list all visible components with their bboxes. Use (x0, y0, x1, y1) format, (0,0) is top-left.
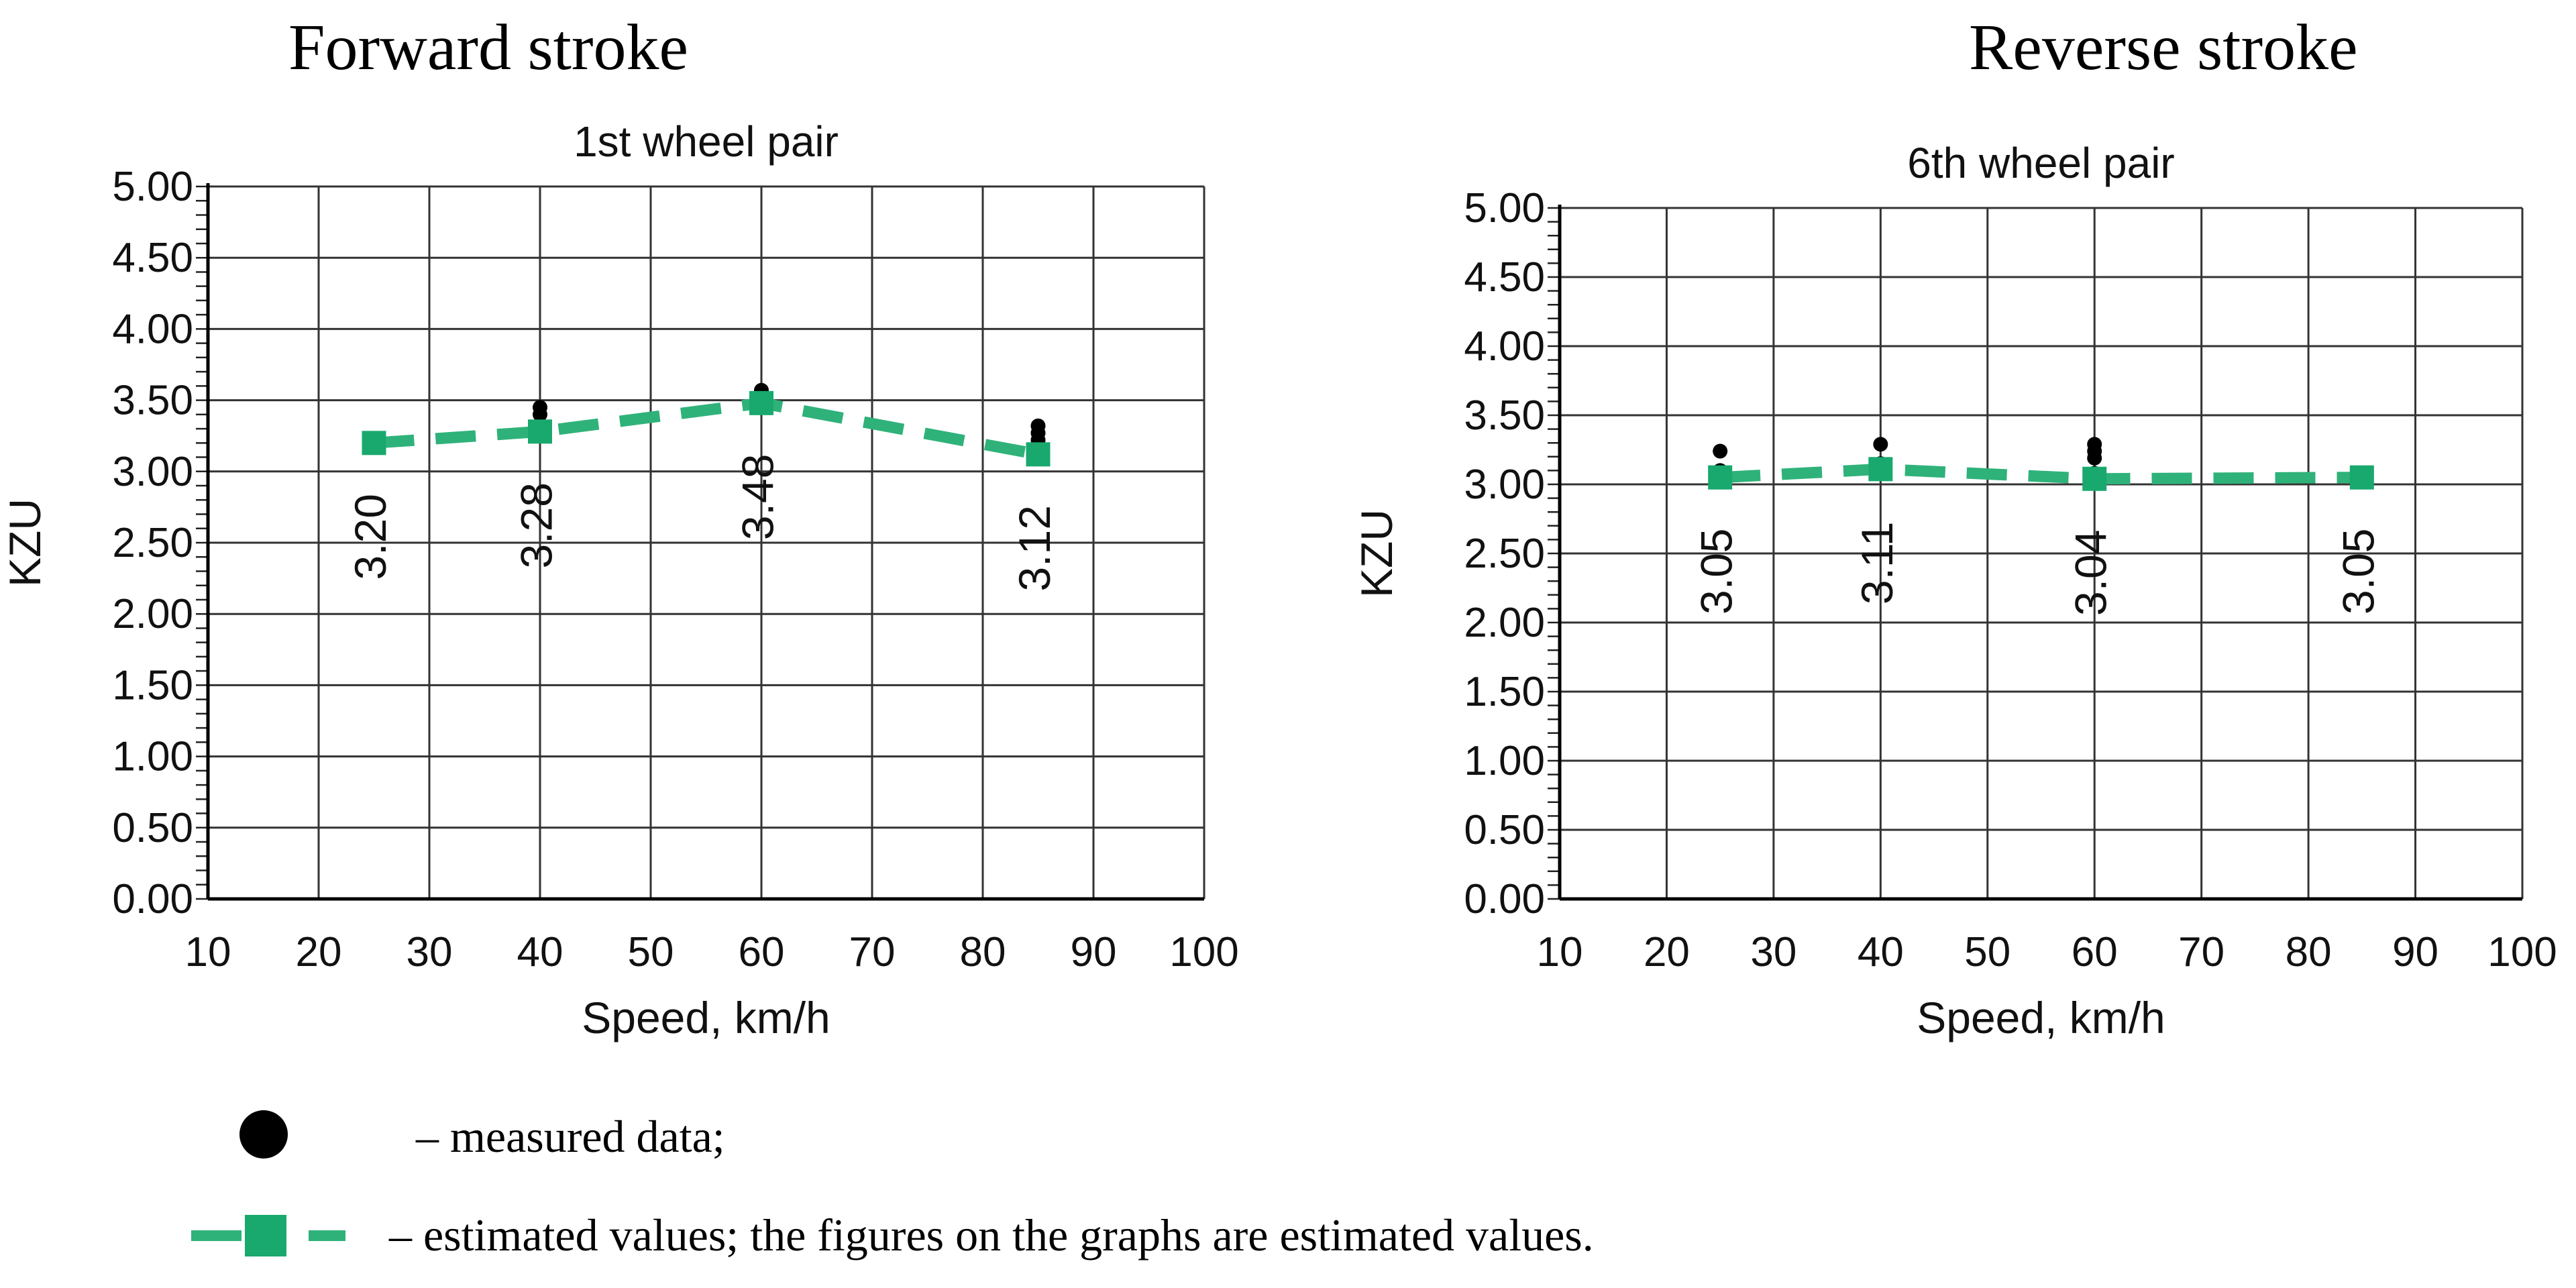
x-tick-label: 20 (296, 929, 342, 975)
measured-point (1713, 443, 1728, 459)
y-tick-label: 0.00 (112, 876, 193, 922)
left-panel: Forward stroke 10 20 30 40 50 60 70 80 90 100 0.00… (0, 0, 1288, 1100)
y-tick-label: 1.50 (1464, 669, 1545, 715)
x-axis-label: Speed, km/h (1917, 993, 2165, 1042)
legend-measured-label: – measured data; (416, 1111, 725, 1162)
y-tick-label: 4.00 (112, 306, 193, 352)
x-tick-label: 80 (960, 929, 1006, 975)
y-tick-label: 3.50 (1464, 392, 1545, 439)
x-tick-label: 10 (1537, 929, 1583, 975)
y-tick-label: 2.50 (112, 520, 193, 566)
estimated-line-icon-right (309, 1230, 345, 1241)
x-tick-label: 50 (1964, 929, 2010, 975)
chart-title: 1st wheel pair (574, 117, 839, 166)
y-axis-label: KZU (1352, 509, 1401, 598)
estimated-point (1026, 442, 1051, 467)
y-tick-label: 1.50 (112, 662, 193, 708)
x-tick-label: 50 (628, 929, 674, 975)
x-tick-label: 100 (2487, 929, 2557, 975)
y-tick-label: 3.00 (112, 449, 193, 495)
estimated-point (1708, 465, 1733, 490)
x-tick-label: 30 (1750, 929, 1796, 975)
y-tick-label: 1.00 (112, 734, 193, 780)
y-tick-label: 2.00 (112, 591, 193, 637)
estimated-value-label: 3.48 (733, 454, 782, 540)
chart-title: 6th wheel pair (1907, 139, 2174, 187)
y-axis-label: KZU (0, 498, 50, 587)
estimated-series-line (373, 397, 1040, 460)
y-tick-label: 2.00 (1464, 600, 1545, 646)
x-tick-label: 20 (1644, 929, 1690, 975)
x-tick-label: 40 (517, 929, 564, 975)
estimated-value-label: 3.05 (1692, 528, 1741, 614)
x-tick-label: 70 (849, 929, 896, 975)
estimated-value-label: 3.20 (345, 494, 395, 580)
x-tick-label: 70 (2178, 929, 2224, 975)
x-tick-label: 90 (1071, 929, 1117, 975)
y-tick-label: 4.00 (1464, 323, 1545, 370)
y-tick-label: 5.00 (1464, 185, 1545, 231)
y-tick-label: 4.50 (112, 235, 193, 281)
x-tick-label: 100 (1169, 929, 1238, 975)
y-tick-label: 1.00 (1464, 738, 1545, 784)
x-tick-label: 40 (1858, 929, 1904, 975)
x-tick-label: 80 (2286, 929, 2332, 975)
left-heading: Forward stroke (288, 11, 689, 84)
estimated-point (749, 390, 773, 415)
y-tick-label: 0.00 (1464, 876, 1545, 922)
estimated-line-icon-left (191, 1230, 241, 1241)
right-heading: Reverse stroke (1969, 11, 2358, 84)
estimated-point (2082, 466, 2107, 491)
y-tick-label: 0.50 (1464, 807, 1545, 853)
estimated-value-label: 3.04 (2066, 530, 2116, 616)
measured-point (2087, 450, 2102, 466)
estimated-value-label: 3.28 (511, 482, 561, 568)
y-tick-label: 3.00 (1464, 462, 1545, 508)
x-tick-label: 90 (2392, 929, 2438, 975)
estimated-point (2349, 465, 2374, 490)
legend-estimated-label: – estimated values; the figures on the g… (389, 1210, 1594, 1260)
measured-point (533, 407, 547, 422)
chart-forward-stroke: 10 20 30 40 50 60 70 80 90 100 0.00 0.50 1.00 1.50 2.0… (0, 117, 1239, 1042)
x-tick-label: 60 (739, 929, 785, 975)
estimated-point (1868, 457, 1893, 482)
measured-point (1873, 437, 1888, 452)
y-tick-label: 4.50 (1464, 254, 1545, 301)
x-tick-label: 10 (185, 929, 231, 975)
y-tick-label: 0.50 (112, 805, 193, 851)
estimated-marker-icon (245, 1215, 286, 1256)
y-tick-label: 2.50 (1464, 531, 1545, 577)
x-tick-label: 30 (407, 929, 453, 975)
right-panel: Reverse stroke 10 20 30 40 50 60 70 80 90 100 0.00… (1288, 0, 2576, 1100)
legend: – measured data; – estimated values; the… (0, 1073, 2576, 1288)
estimated-value-label: 3.12 (1010, 505, 1059, 591)
measured-marker-icon (239, 1110, 288, 1159)
estimated-point (528, 419, 552, 444)
chart-reverse-stroke: 10 20 30 40 50 60 70 80 90 100 0.00 0.50 1.00 1.50 2.0… (1352, 139, 2557, 1042)
y-tick-label: 3.50 (112, 378, 193, 424)
x-tick-label: 60 (2072, 929, 2118, 975)
y-tick-label: 5.00 (112, 164, 193, 210)
estimated-series-line (1719, 463, 2362, 485)
estimated-value-label: 3.11 (1852, 522, 1902, 605)
estimated-point (362, 431, 386, 455)
x-axis-label: Speed, km/h (582, 993, 830, 1042)
estimated-value-label: 3.05 (2333, 528, 2383, 614)
